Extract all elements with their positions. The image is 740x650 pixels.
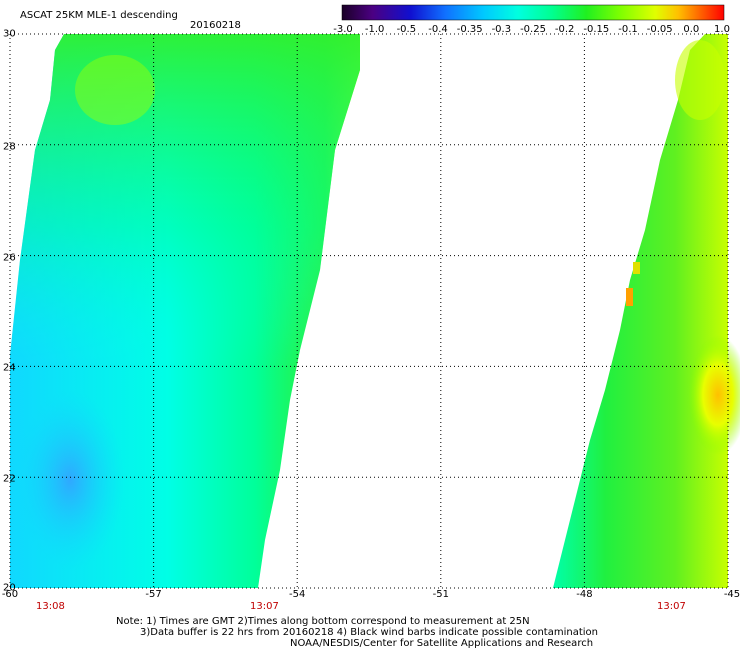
x-tick-label: -60 <box>1 589 19 600</box>
colorbar-tick-label: 0.0 <box>683 24 700 35</box>
lat-lon-grid <box>9 33 729 589</box>
note-line-1: Note: 1) Times are GMT 2)Times along bot… <box>116 616 530 627</box>
y-tick-label: 26 <box>3 252 16 264</box>
colorbar-tick-label: -0.5 <box>396 24 417 35</box>
colorbar-tick-label: -0.25 <box>520 24 546 35</box>
x-tick-label: -57 <box>145 589 162 600</box>
colorbar-tick-label: -0.35 <box>456 24 483 35</box>
x-tick-label: -45 <box>723 589 740 600</box>
y-tick-label: 28 <box>3 141 16 153</box>
colorbar-tick-label: -0.3 <box>491 24 512 35</box>
x-tick-label: -48 <box>576 589 593 600</box>
colorbar-tick-label: -3.0 <box>333 24 353 35</box>
y-tick-label: 30 <box>3 28 16 40</box>
colorbar <box>341 4 725 21</box>
product-title: ASCAT 25KM MLE-1 descending <box>20 10 178 21</box>
colorbar-tick-label: -0.4 <box>428 24 448 35</box>
note-line-2: 3)Data buffer is 22 hrs from 20160218 4)… <box>140 627 598 638</box>
colorbar-tick-label: -0.1 <box>618 24 638 35</box>
time-mid: 13:07 <box>250 601 279 612</box>
time-right: 13:07 <box>657 601 686 612</box>
y-tick-label: 24 <box>3 362 16 374</box>
colorbar-tick-label: -0.2 <box>554 24 575 35</box>
date-label: 20160218 <box>190 20 241 31</box>
y-tick-label: 20 <box>3 582 16 594</box>
colorbar-tick-label: -0.15 <box>583 24 610 35</box>
colorbar-tick-label: -1.0 <box>364 24 385 35</box>
x-tick-label: -54 <box>289 589 306 600</box>
y-tick-label: 22 <box>3 473 16 485</box>
time-left: 13:08 <box>36 601 65 612</box>
x-tick-label: -51 <box>432 589 449 600</box>
left-swath <box>10 34 360 588</box>
note-line-3: NOAA/NESDIS/Center for Satellite Applica… <box>290 638 594 649</box>
colorbar-tick-label: 1.0 <box>714 24 730 35</box>
colorbar-tick-label: -0.05 <box>646 24 673 35</box>
right-swath <box>553 34 740 588</box>
